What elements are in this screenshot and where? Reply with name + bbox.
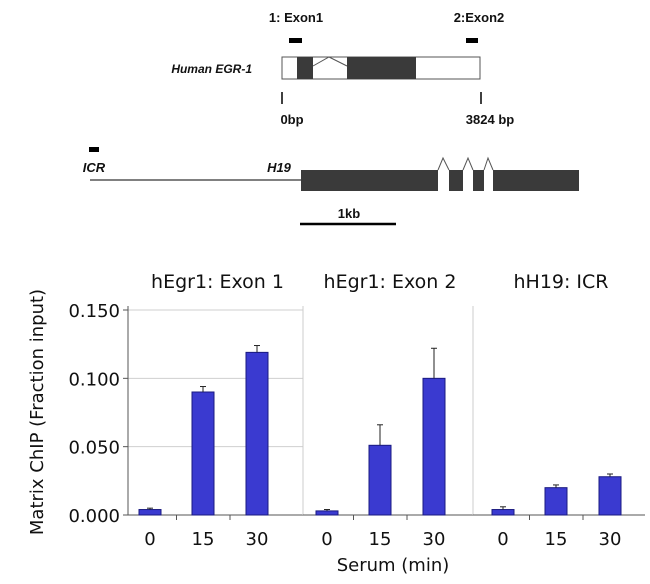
h19-gene-label: H19 — [267, 160, 292, 175]
x-tick-label: 0 — [144, 529, 155, 550]
x-tick-label: 15 — [192, 529, 215, 550]
egr1-intron — [312, 56, 348, 67]
x-axis-label: Serum (min) — [337, 555, 450, 576]
bar — [138, 509, 162, 516]
bar — [598, 476, 622, 516]
x-tick-label: 30 — [423, 529, 446, 550]
h19-diagram: ICR H19 1kb — [83, 147, 579, 226]
panel-title: hEgr1: Exon 2 — [324, 271, 457, 293]
scale-bar-label: 1kb — [338, 206, 360, 221]
y-tick-label: 0.100 — [68, 369, 120, 390]
scale-start-label: 0bp — [280, 112, 303, 127]
bar — [422, 377, 446, 516]
bar — [368, 444, 392, 516]
panel-title: hH19: ICR — [513, 271, 608, 293]
h19-exon3 — [473, 170, 484, 191]
probe-mark-icr — [89, 147, 99, 152]
bar — [491, 509, 515, 516]
h19-exon1 — [301, 170, 438, 191]
bar — [245, 351, 269, 516]
x-tick-label: 0 — [321, 529, 332, 550]
panel-title: hEgr1: Exon 1 — [151, 271, 284, 293]
y-tick-label: 0.050 — [68, 438, 120, 459]
bar — [315, 510, 339, 516]
bars-layer: hEgr1: Exon 1 0.000 0.050 0.100 0.150 0 15 30 hE… — [68, 271, 645, 550]
y-tick-label: 0.150 — [68, 301, 120, 322]
h19-exon2 — [449, 170, 463, 191]
probe-label-exon2: 2:Exon2 — [454, 10, 505, 25]
x-tick-label: 15 — [369, 529, 392, 550]
probe-mark-exon1 — [289, 38, 302, 43]
y-axis-label: Matrix ChIP (Fraction input) — [27, 289, 48, 535]
bar — [191, 391, 215, 516]
egr1-exon2 — [347, 57, 416, 79]
egr1-exon1 — [297, 57, 313, 79]
icr-label: ICR — [83, 160, 106, 175]
x-tick-label: 30 — [246, 529, 269, 550]
scale-end-label: 3824 bp — [466, 112, 514, 127]
h19-exon4 — [493, 170, 579, 191]
y-tick-label: 0.000 — [68, 506, 120, 527]
x-tick-label: 30 — [599, 529, 622, 550]
h19-intron1 — [437, 156, 450, 171]
h19-intron2 — [462, 156, 474, 171]
egr1-gene-label: Human EGR-1 — [171, 62, 252, 76]
x-tick-label: 15 — [545, 529, 568, 550]
egr1-diagram: 1: Exon1 2:Exon2 Human EGR-1 0bp 3824 bp — [171, 10, 514, 127]
chart-area: Matrix ChIP (Fraction input) Serum (min)… — [27, 271, 645, 576]
x-tick-label: 0 — [497, 529, 508, 550]
bar — [544, 487, 568, 516]
h19-intron3 — [483, 156, 494, 171]
probe-mark-exon2 — [466, 38, 478, 43]
probe-label-exon1: 1: Exon1 — [269, 10, 323, 25]
